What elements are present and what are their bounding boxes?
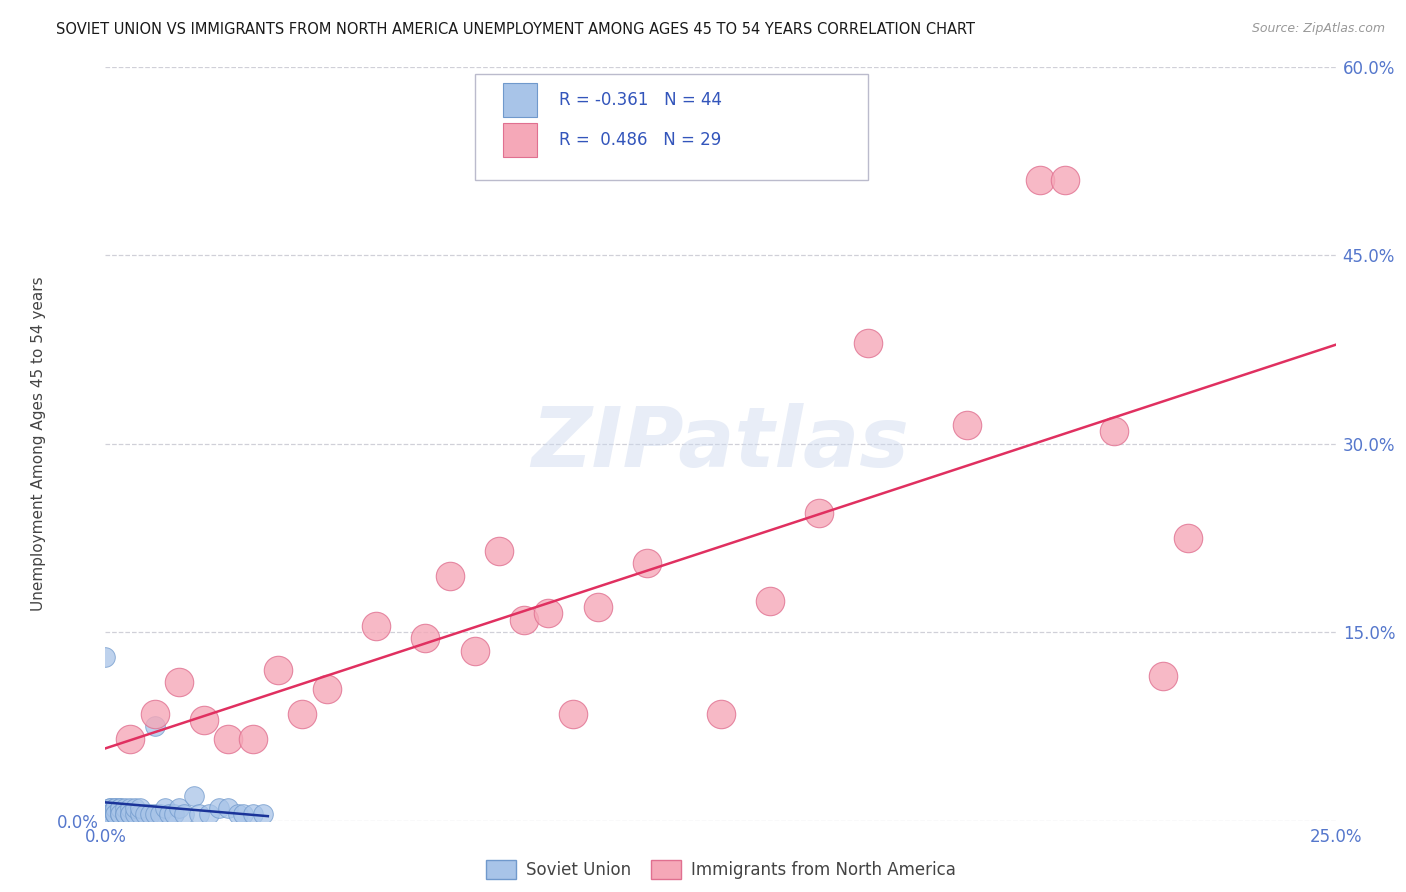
Point	[134, 807, 156, 822]
Point	[98, 807, 122, 822]
Point	[124, 807, 146, 822]
Point	[197, 807, 221, 822]
Point	[138, 807, 162, 822]
Point	[104, 807, 127, 822]
Point	[193, 713, 215, 727]
Point	[114, 807, 136, 822]
Point	[159, 807, 180, 822]
Point	[267, 663, 290, 677]
FancyBboxPatch shape	[503, 84, 537, 118]
Point	[242, 731, 264, 746]
Point	[188, 807, 211, 822]
Point	[710, 706, 733, 721]
Point	[98, 801, 122, 815]
Point	[163, 807, 186, 822]
Point	[143, 719, 166, 733]
Point	[169, 801, 191, 815]
Point	[562, 706, 585, 721]
FancyBboxPatch shape	[475, 74, 869, 180]
Point	[124, 801, 146, 815]
Point	[1177, 531, 1199, 545]
Point	[232, 807, 254, 822]
Point	[366, 619, 388, 633]
Point	[252, 807, 274, 822]
Point	[183, 789, 205, 803]
Point	[143, 706, 166, 721]
Point	[759, 594, 782, 608]
Point	[218, 801, 240, 815]
Text: Source: ZipAtlas.com: Source: ZipAtlas.com	[1251, 22, 1385, 36]
Point	[488, 543, 510, 558]
Point	[120, 807, 141, 822]
Point	[537, 607, 560, 621]
Point	[315, 681, 337, 696]
Point	[129, 807, 152, 822]
FancyBboxPatch shape	[503, 123, 537, 157]
Point	[218, 731, 240, 746]
Point	[291, 706, 314, 721]
Point	[807, 506, 830, 520]
Point	[228, 807, 250, 822]
Point	[104, 807, 127, 822]
Point	[120, 807, 141, 822]
Text: R =  0.486   N = 29: R = 0.486 N = 29	[560, 131, 721, 149]
Point	[143, 807, 166, 822]
Y-axis label: Unemployment Among Ages 45 to 54 years: Unemployment Among Ages 45 to 54 years	[31, 277, 45, 611]
Text: R = -0.361   N = 44: R = -0.361 N = 44	[560, 92, 723, 110]
Text: SOVIET UNION VS IMMIGRANTS FROM NORTH AMERICA UNEMPLOYMENT AMONG AGES 45 TO 54 Y: SOVIET UNION VS IMMIGRANTS FROM NORTH AM…	[56, 22, 976, 37]
Point	[1153, 669, 1175, 683]
Point	[956, 417, 979, 432]
Point	[120, 731, 141, 746]
Point	[98, 807, 122, 822]
Point	[104, 801, 127, 815]
Point	[242, 807, 264, 822]
Text: ZIPatlas: ZIPatlas	[531, 403, 910, 484]
Point	[1029, 173, 1052, 187]
Point	[439, 568, 461, 582]
Point	[858, 336, 880, 351]
Point	[110, 807, 132, 822]
Point	[110, 801, 132, 815]
Point	[120, 801, 141, 815]
Point	[104, 801, 127, 815]
Point	[415, 632, 437, 646]
Point	[129, 801, 152, 815]
Point	[1102, 424, 1125, 438]
Point	[464, 644, 486, 658]
Point	[98, 807, 122, 822]
Point	[1054, 173, 1077, 187]
Point	[104, 807, 127, 822]
Point	[513, 613, 536, 627]
Point	[114, 807, 136, 822]
Point	[98, 801, 122, 815]
Point	[110, 801, 132, 815]
Point	[208, 801, 231, 815]
Point	[94, 650, 117, 665]
Legend: Soviet Union, Immigrants from North America: Soviet Union, Immigrants from North Amer…	[477, 852, 965, 888]
Point	[586, 600, 609, 615]
Point	[110, 807, 132, 822]
Point	[636, 556, 658, 570]
Point	[153, 801, 176, 815]
Point	[173, 807, 195, 822]
Point	[149, 807, 172, 822]
Point	[169, 675, 191, 690]
Point	[114, 801, 136, 815]
